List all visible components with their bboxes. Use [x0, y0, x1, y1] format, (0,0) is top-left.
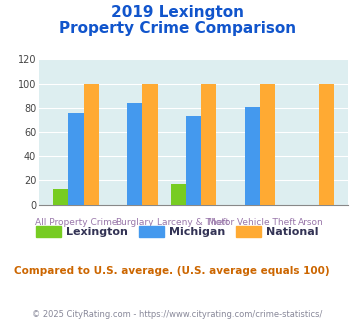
Bar — [318, 83, 334, 205]
Text: All Property Crime: All Property Crime — [35, 218, 117, 227]
Bar — [84, 83, 99, 205]
Text: Arson: Arson — [298, 218, 324, 227]
Text: © 2025 CityRating.com - https://www.cityrating.com/crime-statistics/: © 2025 CityRating.com - https://www.city… — [32, 310, 323, 319]
Bar — [127, 103, 142, 205]
Text: Larceny & Theft: Larceny & Theft — [157, 218, 230, 227]
Bar — [245, 107, 260, 205]
Bar — [170, 184, 186, 205]
Bar — [201, 83, 217, 205]
Text: Property Crime Comparison: Property Crime Comparison — [59, 21, 296, 36]
Text: Compared to U.S. average. (U.S. average equals 100): Compared to U.S. average. (U.S. average … — [14, 266, 330, 276]
Legend: Lexington, Michigan, National: Lexington, Michigan, National — [32, 222, 323, 242]
Bar — [53, 189, 69, 205]
Bar — [186, 116, 201, 205]
Text: Motor Vehicle Theft: Motor Vehicle Theft — [208, 218, 296, 227]
Text: 2019 Lexington: 2019 Lexington — [111, 5, 244, 20]
Text: Burglary: Burglary — [115, 218, 154, 227]
Bar — [69, 113, 84, 205]
Bar — [142, 83, 158, 205]
Bar — [260, 83, 275, 205]
